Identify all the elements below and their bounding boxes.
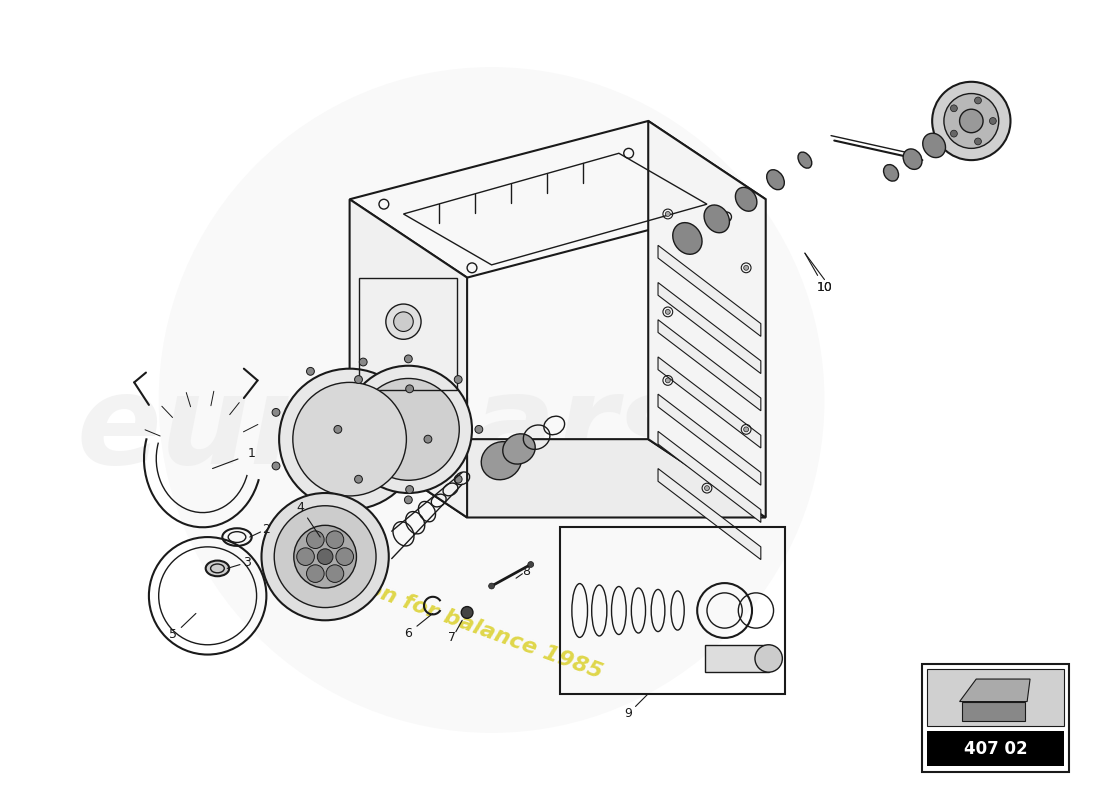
- Circle shape: [975, 97, 981, 104]
- Circle shape: [454, 376, 462, 383]
- Circle shape: [528, 562, 534, 567]
- Text: 7: 7: [449, 631, 456, 645]
- Circle shape: [326, 531, 343, 549]
- Circle shape: [989, 118, 997, 124]
- Circle shape: [406, 385, 414, 393]
- Circle shape: [307, 503, 315, 511]
- Ellipse shape: [767, 170, 784, 190]
- Circle shape: [360, 358, 367, 366]
- Circle shape: [297, 548, 315, 566]
- Circle shape: [406, 486, 414, 494]
- Circle shape: [755, 645, 782, 672]
- Polygon shape: [350, 199, 468, 518]
- Circle shape: [344, 366, 472, 493]
- Polygon shape: [658, 246, 761, 336]
- Circle shape: [317, 549, 333, 565]
- Circle shape: [666, 378, 670, 383]
- Ellipse shape: [481, 442, 521, 480]
- Polygon shape: [961, 702, 1025, 721]
- Ellipse shape: [923, 134, 946, 158]
- Circle shape: [454, 475, 462, 483]
- Circle shape: [950, 105, 957, 112]
- Polygon shape: [658, 431, 761, 522]
- Polygon shape: [658, 320, 761, 410]
- Bar: [705, 645, 769, 672]
- Ellipse shape: [704, 205, 729, 233]
- Circle shape: [272, 409, 279, 416]
- Circle shape: [294, 526, 356, 588]
- Circle shape: [744, 266, 749, 270]
- Circle shape: [274, 506, 376, 607]
- Circle shape: [307, 531, 324, 549]
- Bar: [927, 731, 1065, 766]
- Text: 2: 2: [263, 522, 271, 536]
- Text: 9: 9: [625, 707, 632, 720]
- Circle shape: [950, 130, 957, 137]
- Circle shape: [944, 94, 999, 148]
- Circle shape: [666, 310, 670, 314]
- Circle shape: [279, 369, 420, 510]
- Circle shape: [272, 462, 279, 470]
- Circle shape: [360, 512, 367, 520]
- Circle shape: [424, 435, 432, 443]
- Circle shape: [358, 378, 460, 480]
- Polygon shape: [350, 439, 766, 518]
- Circle shape: [386, 304, 421, 339]
- Circle shape: [405, 496, 412, 504]
- Ellipse shape: [206, 561, 229, 576]
- Text: 10: 10: [816, 281, 833, 294]
- Circle shape: [354, 376, 362, 383]
- Bar: [560, 527, 785, 694]
- Circle shape: [293, 382, 406, 496]
- Circle shape: [488, 583, 495, 589]
- Ellipse shape: [503, 434, 536, 464]
- Circle shape: [307, 565, 324, 582]
- Polygon shape: [658, 469, 761, 559]
- Text: a passion for balance 1985: a passion for balance 1985: [280, 548, 605, 682]
- Polygon shape: [658, 357, 761, 448]
- Polygon shape: [350, 121, 766, 278]
- Circle shape: [475, 426, 483, 434]
- Bar: [923, 664, 1069, 772]
- Polygon shape: [959, 679, 1030, 702]
- Text: 3: 3: [243, 556, 251, 569]
- Circle shape: [704, 486, 710, 490]
- Ellipse shape: [736, 187, 757, 211]
- Text: 5: 5: [169, 629, 177, 642]
- Text: eurocars: eurocars: [76, 369, 692, 490]
- Polygon shape: [658, 282, 761, 374]
- Text: 6: 6: [405, 626, 412, 639]
- Text: 8: 8: [521, 565, 530, 578]
- Circle shape: [158, 67, 825, 733]
- Circle shape: [405, 355, 412, 362]
- Circle shape: [336, 548, 353, 566]
- Text: 4: 4: [297, 501, 305, 514]
- Polygon shape: [648, 121, 766, 518]
- Circle shape: [959, 110, 983, 133]
- Circle shape: [334, 426, 342, 434]
- Ellipse shape: [673, 222, 702, 254]
- Ellipse shape: [798, 152, 812, 168]
- Circle shape: [326, 565, 343, 582]
- Ellipse shape: [883, 165, 899, 181]
- Circle shape: [461, 606, 473, 618]
- Text: 1: 1: [248, 447, 255, 460]
- Circle shape: [307, 367, 315, 375]
- Circle shape: [394, 312, 414, 331]
- Ellipse shape: [903, 149, 922, 170]
- Circle shape: [262, 493, 388, 620]
- Circle shape: [666, 211, 670, 217]
- Text: 10: 10: [816, 281, 833, 294]
- Circle shape: [932, 82, 1011, 160]
- Circle shape: [354, 475, 362, 483]
- Circle shape: [744, 427, 749, 432]
- Bar: [927, 670, 1065, 726]
- Text: 407 02: 407 02: [964, 739, 1027, 758]
- Polygon shape: [658, 394, 761, 485]
- Circle shape: [975, 138, 981, 145]
